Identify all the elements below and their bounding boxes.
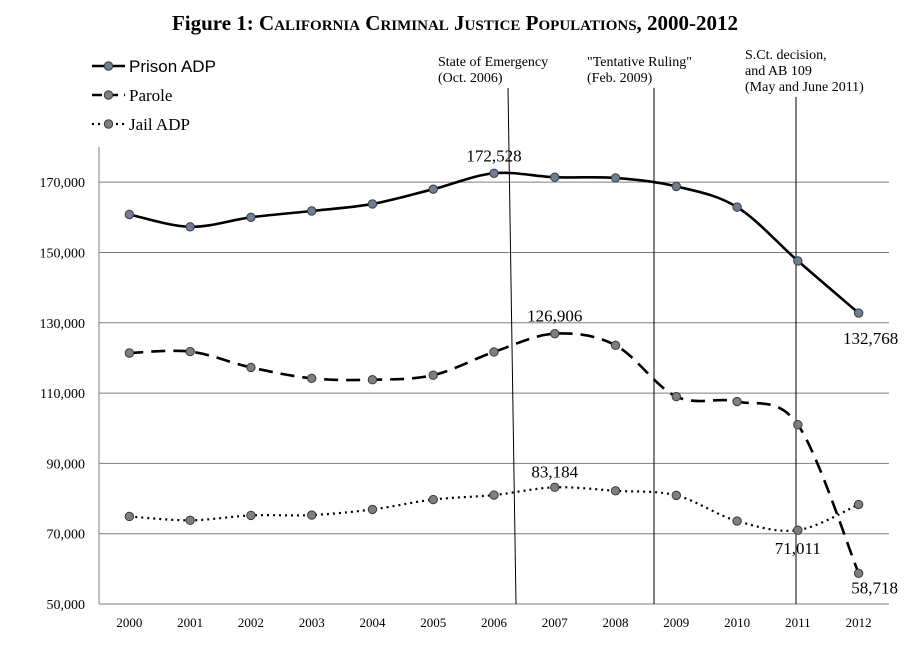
data-point-prison-adp-2009 <box>671 181 682 192</box>
data-point-parole-2009 <box>671 391 682 402</box>
data-point-prison-adp-2000 <box>124 209 135 220</box>
event-label-0: State of Emergency (Oct. 2006) <box>438 55 548 86</box>
event-label-2: S.Ct. decision, and AB 109 (May and June 2… <box>745 48 864 95</box>
legend-marker-parole <box>103 90 114 100</box>
data-point-jail-adp-2004 <box>367 504 378 515</box>
x-tick-label: 2009 <box>663 615 689 630</box>
x-tick-label: 2011 <box>785 615 811 630</box>
y-tick-label: 50,000 <box>47 598 86 613</box>
event-markers: State of Emergency (Oct. 2006) "Tentative … <box>438 48 864 605</box>
y-tick-label: 70,000 <box>47 528 86 543</box>
event-label-line: State of Emergency <box>438 55 548 70</box>
event-label-line: (Oct. 2006) <box>438 71 503 86</box>
data-point-jail-adp-2011 <box>793 525 803 535</box>
legend-marker-jail-adp <box>103 119 114 129</box>
data-point-jail-adp-2008 <box>610 486 621 496</box>
event-label-line: "Tentative Ruling" <box>587 55 692 70</box>
data-point-parole-2012 <box>853 568 864 579</box>
data-point-parole-2003 <box>306 373 317 384</box>
event-label-line: (Feb. 2009) <box>587 71 653 86</box>
data-label-2: 126,906 <box>527 307 582 326</box>
event-label-line: S.Ct. decision, <box>745 48 827 63</box>
data-label-1: 132,768 <box>843 329 898 348</box>
data-point-prison-adp-2004 <box>367 199 378 209</box>
data-point-prison-adp-2011 <box>793 256 803 266</box>
x-tick-label: 2008 <box>603 615 629 630</box>
y-tick-label: 170,000 <box>40 176 86 191</box>
data-point-parole-2006 <box>489 347 499 357</box>
data-point-jail-adp-2010 <box>732 516 742 526</box>
data-point-prison-adp-2010 <box>732 202 742 212</box>
data-point-jail-adp-2007 <box>550 482 560 493</box>
data-point-parole-2000 <box>124 348 135 358</box>
data-point-parole-2005 <box>428 370 438 380</box>
data-point-prison-adp-2012 <box>853 308 864 318</box>
x-tick-label: 2000 <box>116 615 142 630</box>
data-point-jail-adp-2009 <box>671 490 682 501</box>
event-label-line: and AB 109 <box>745 64 812 79</box>
chart-title-main: California Criminal Justice Populations,… <box>259 11 738 35</box>
data-point-jail-adp-2002 <box>246 510 256 521</box>
data-point-prison-adp-2008 <box>610 173 621 183</box>
data-point-prison-adp-2001 <box>185 222 195 232</box>
legend: Prison ADP Parole Jail ADP <box>92 57 216 134</box>
data-point-jail-adp-2003 <box>306 510 317 520</box>
chart-title-prefix: Figure 1: <box>172 11 259 35</box>
data-point-parole-2004 <box>367 375 378 385</box>
axes: 50,000 70,000 90,000 110,000 130,000 150,000 1… <box>40 176 872 630</box>
x-tick-label: 2001 <box>177 615 203 630</box>
x-tick-label: 2002 <box>238 615 264 630</box>
y-tick-label: 90,000 <box>47 457 86 472</box>
x-tick-label: 2006 <box>481 615 508 630</box>
x-tick-label: 2012 <box>846 615 872 630</box>
event-line-0 <box>507 87 517 605</box>
legend-label-parole: Parole <box>129 86 172 105</box>
data-point-parole-2002 <box>246 362 256 373</box>
x-tick-label: 2005 <box>420 615 446 630</box>
data-labels: 172,528 132,768 126,906 58,718 83,184 71,011 <box>466 146 898 597</box>
legend-label-jail-adp: Jail ADP <box>129 115 190 134</box>
x-tick-label: 2010 <box>724 615 750 630</box>
data-point-prison-adp-2007 <box>550 172 560 182</box>
data-point-jail-adp-2005 <box>428 494 438 505</box>
data-point-jail-adp-2000 <box>124 511 135 522</box>
x-tick-label: 2004 <box>359 615 386 630</box>
data-point-prison-adp-2002 <box>246 212 256 223</box>
series-line-prison-adp <box>129 171 860 315</box>
data-point-prison-adp-2005 <box>428 184 438 194</box>
y-tick-label: 130,000 <box>40 317 86 332</box>
data-point-parole-2001 <box>185 346 195 357</box>
data-point-jail-adp-2006 <box>489 490 499 500</box>
legend-label-prison-adp: Prison ADP <box>129 57 216 76</box>
event-label-1: "Tentative Ruling" (Feb. 2009) <box>587 55 692 86</box>
data-point-jail-adp-2001 <box>185 515 195 526</box>
data-point-parole-2008 <box>610 340 621 350</box>
data-point-prison-adp-2006 <box>489 168 499 178</box>
grid <box>99 181 889 535</box>
data-point-parole-2010 <box>732 396 742 407</box>
y-tick-label: 110,000 <box>40 387 85 402</box>
series-lines <box>124 168 864 579</box>
x-tick-label: 2007 <box>542 615 569 630</box>
data-point-parole-2007 <box>550 328 560 339</box>
data-label-4: 83,184 <box>531 462 578 481</box>
legend-marker-prison-adp <box>103 61 114 71</box>
data-label-3: 58,718 <box>851 578 898 597</box>
chart-title: Figure 1: California Criminal Justice Po… <box>172 11 738 35</box>
data-point-jail-adp-2012 <box>853 499 864 510</box>
data-point-prison-adp-2003 <box>306 206 317 216</box>
event-label-line: (May and June 2011) <box>745 80 864 95</box>
x-tick-label: 2003 <box>299 615 325 630</box>
data-point-parole-2011 <box>793 420 803 430</box>
data-label-5: 71,011 <box>775 539 821 558</box>
data-label-0: 172,528 <box>466 146 521 165</box>
y-tick-label: 150,000 <box>40 246 86 261</box>
series-line-parole <box>129 332 860 574</box>
plot-frame <box>98 147 889 605</box>
